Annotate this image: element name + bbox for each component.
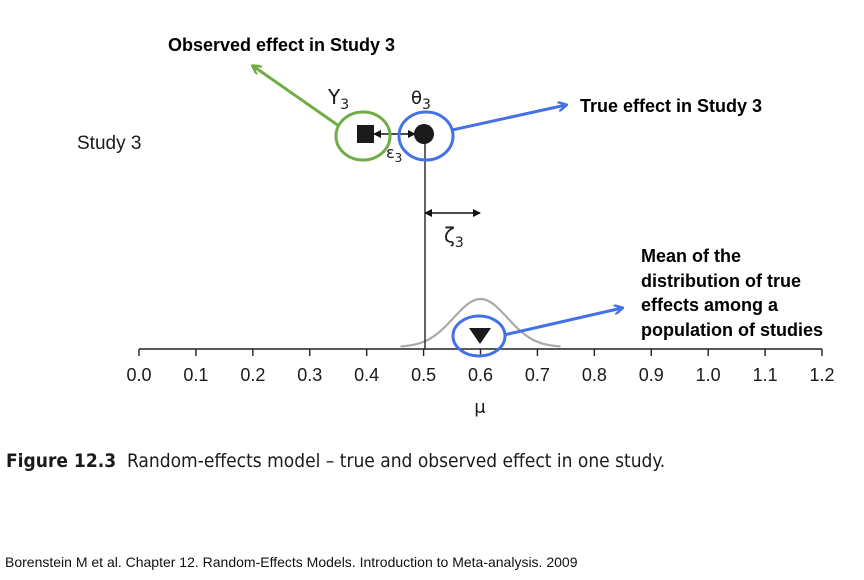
observed-callout-arrow bbox=[253, 66, 340, 128]
true-effect-highlight bbox=[397, 110, 455, 162]
true-symbol: θ3 bbox=[411, 88, 431, 113]
x-axis-ticks: 0.0 0.1 0.2 0.3 0.4 0.5 0.6 0.7 0.8 0.9 1.0 1.1 1.2 bbox=[126, 349, 835, 385]
true-callout-text: True effect in Study 3 bbox=[580, 96, 762, 116]
study-label: Study 3 bbox=[77, 133, 141, 154]
x-axis-tick-label: 0.0 bbox=[126, 365, 151, 385]
mean-marker bbox=[469, 328, 491, 344]
x-axis-tick-label: 1.1 bbox=[753, 365, 778, 385]
true-callout-arrow bbox=[451, 105, 566, 132]
x-axis-tick-label: 1.0 bbox=[696, 365, 721, 385]
error-symbol: ε3 bbox=[386, 143, 402, 165]
x-axis-tick-label: 0.3 bbox=[297, 365, 322, 385]
x-axis-tick-label: 0.4 bbox=[354, 365, 379, 385]
figure-number: Figure 12.3 bbox=[6, 450, 117, 472]
true-effects-distribution-curve bbox=[400, 297, 561, 348]
x-axis-tick-label: 0.1 bbox=[183, 365, 208, 385]
figure-caption-text: Random-effects model – true and observed… bbox=[126, 450, 666, 472]
mean-callout-line-3: effects among a bbox=[641, 295, 779, 315]
mean-callout-text: Mean of the distribution of true effects… bbox=[641, 246, 823, 340]
mean-callout-line-2: distribution of true bbox=[641, 271, 801, 291]
mean-callout-line-1: Mean of the bbox=[641, 246, 741, 266]
x-axis-tick-label: 0.9 bbox=[639, 365, 664, 385]
x-axis-tick-label: 0.8 bbox=[582, 365, 607, 385]
random-effects-diagram: Study 3 0.0 0.1 0.2 0.3 0.4 0.5 0.6 0.7 0.8 0.9 1.… bbox=[77, 35, 835, 418]
x-axis-label: μ bbox=[474, 397, 486, 418]
x-axis-tick-label: 0.2 bbox=[240, 365, 265, 385]
x-axis-tick-label: 0.7 bbox=[525, 365, 550, 385]
x-axis-tick-label: 0.5 bbox=[411, 365, 436, 385]
observed-callout-text: Observed effect in Study 3 bbox=[168, 35, 395, 55]
mean-callout-arrow bbox=[503, 308, 622, 337]
true-effect-marker bbox=[414, 124, 434, 144]
citation: Borenstein M et al. Chapter 12. Random-E… bbox=[5, 554, 578, 570]
observed-effect-marker bbox=[357, 125, 374, 143]
observed-symbol: Y3 bbox=[327, 85, 349, 113]
deviation-symbol: ζ3 bbox=[444, 223, 464, 251]
x-axis-tick-label: 0.6 bbox=[468, 365, 493, 385]
mean-callout-line-4: population of studies bbox=[641, 320, 823, 340]
x-axis-tick-label: 1.2 bbox=[809, 365, 834, 385]
observed-effect-highlight bbox=[334, 110, 392, 162]
figure-caption: Figure 12.3 Random-effects model – true … bbox=[6, 450, 665, 472]
